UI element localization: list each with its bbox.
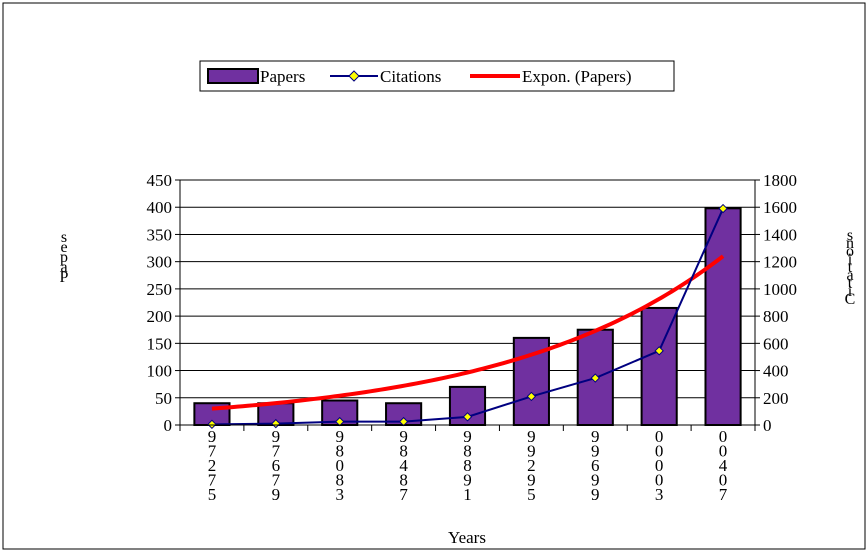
citations-marker: [207, 419, 217, 430]
legend-label-trendline: Expon. (Papers): [522, 67, 632, 86]
x-axis-title: Years: [448, 528, 486, 547]
legend-label-citations: Citations: [380, 67, 441, 86]
right-tick-label: 1800: [763, 171, 797, 190]
right-tick-label: 1000: [763, 280, 797, 299]
left-tick-label: 350: [147, 225, 173, 244]
left-tick-label: 0: [164, 416, 173, 435]
citations-marker: [654, 346, 664, 356]
trendline-series: [211, 254, 725, 411]
left-tick-label: 250: [147, 280, 173, 299]
left-tick-label: 200: [147, 307, 173, 326]
citations-marker: [335, 416, 345, 427]
left-tick-label: 400: [147, 198, 173, 217]
bar-papers: [704, 207, 742, 426]
left-tick-label: 300: [147, 253, 173, 272]
citations-marker: [718, 203, 728, 214]
left-tick-label: 450: [147, 171, 173, 190]
axis-titles: Years s e p a P snoitatiC: [60, 227, 856, 547]
legend-label-papers: Papers: [260, 67, 305, 86]
citations-series: [207, 203, 728, 430]
legend-swatch-citations-marker: [348, 70, 360, 82]
right-tick-label: 1600: [763, 198, 797, 217]
trendline-expon-papers: [211, 254, 725, 411]
legend-swatch-papers: [207, 68, 259, 84]
right-axis-title: snoitatiC: [845, 227, 856, 308]
right-tick-label: 1400: [763, 225, 797, 244]
right-tick-label: 800: [763, 307, 789, 326]
right-tick-label: 0: [763, 416, 772, 435]
citations-marker: [398, 416, 409, 427]
citations-marker: [590, 373, 600, 383]
left-tick-label: 100: [147, 362, 173, 381]
citations-marker: [462, 412, 473, 422]
left-tick-labels: 0 50 100 150 200 250 300 350 400 450: [147, 171, 173, 435]
legend: Papers Citations Expon. (Papers): [199, 60, 675, 92]
right-tick-labels: 0 200 400 600 800 1000 1200 1400 1600 1800: [763, 171, 797, 435]
legend-box: [199, 60, 675, 92]
right-tick-label: 200: [763, 389, 789, 408]
x-tick-labels: 9 7 2 7 5 9 7 6 7 9 9 8 0 8 3 9 8 4 8 7 9 8 8 9 1 9 9 2 9 5 9 9 6 9 9 0 0 0 0 3…: [208, 427, 728, 504]
right-tick-label: 1200: [763, 253, 797, 272]
axes: [175, 179, 760, 431]
left-tick-label: 150: [147, 334, 173, 353]
left-tick-label: 50: [155, 389, 172, 408]
right-tick-label: 600: [763, 334, 789, 353]
right-tick-label: 400: [763, 362, 789, 381]
citations-marker: [526, 391, 537, 402]
citations-marker: [271, 418, 281, 429]
